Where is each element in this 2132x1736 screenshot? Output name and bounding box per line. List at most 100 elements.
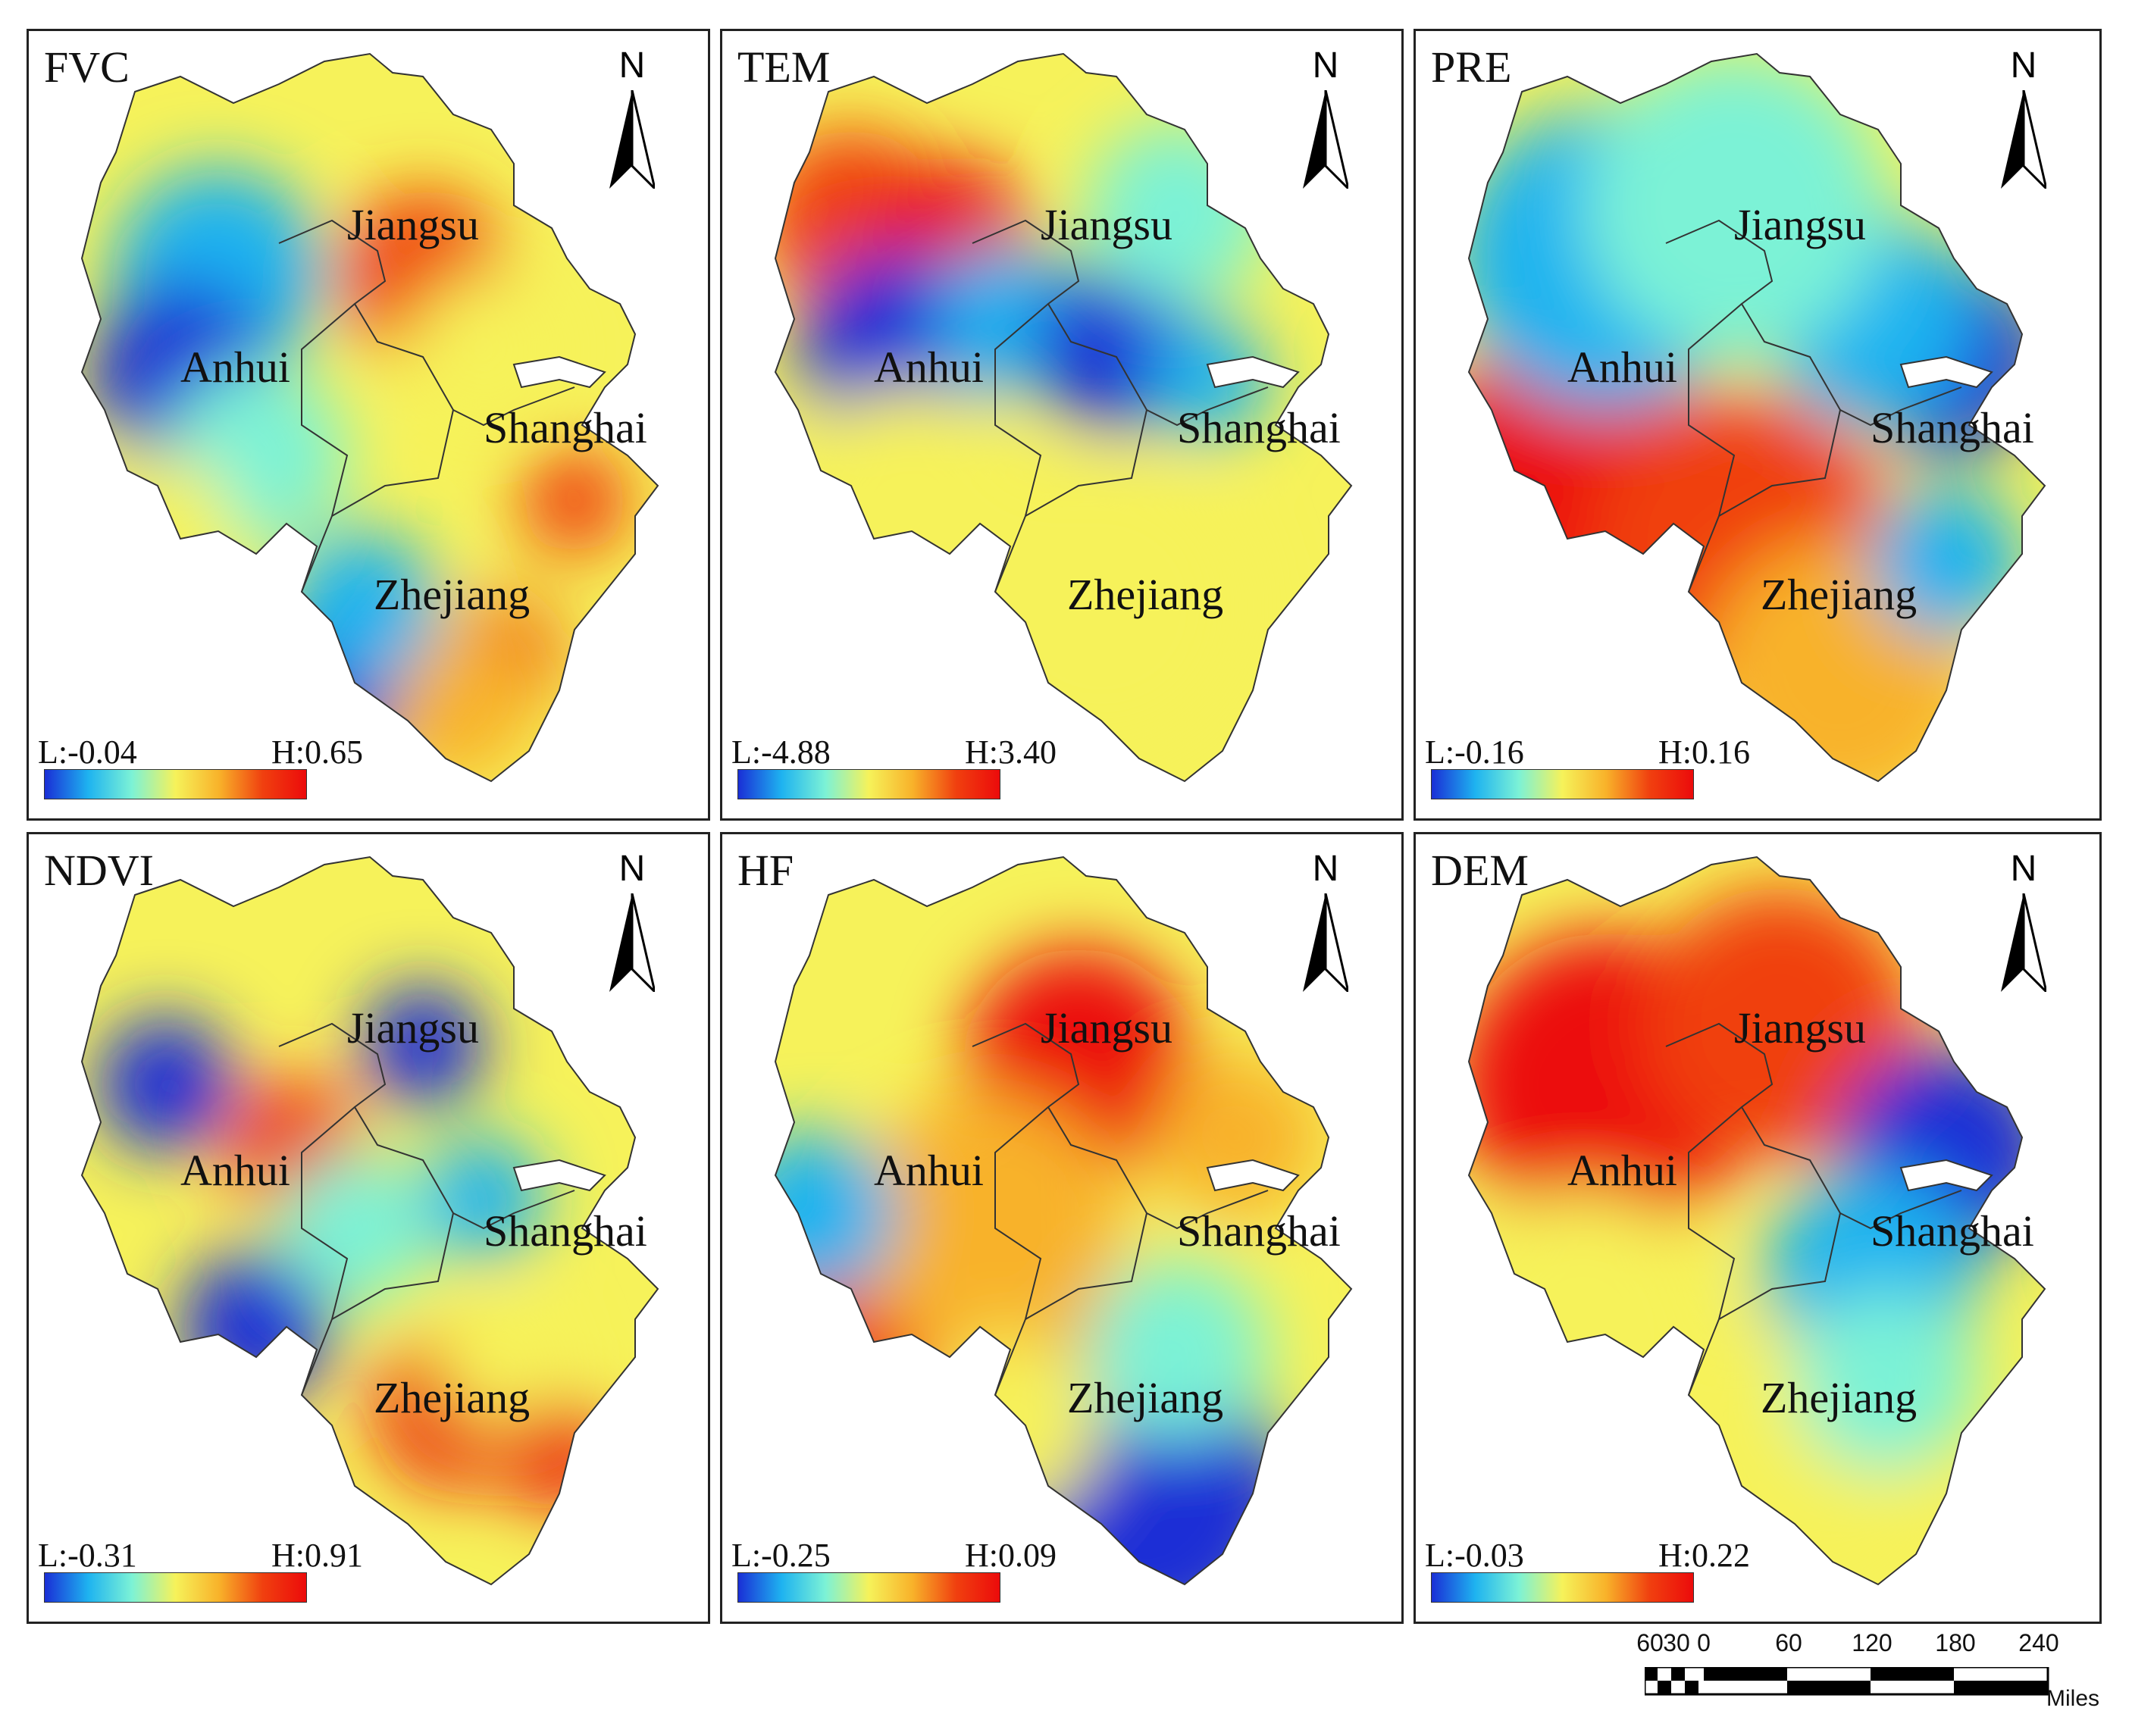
- province-boundary: [1665, 1022, 1841, 1214]
- legend-high-label: H:0.91: [271, 1537, 363, 1574]
- value-patch: [362, 986, 484, 1107]
- province-boundary: [1025, 1212, 1147, 1320]
- province-label-jiangsu: Jiangsu: [1734, 200, 1866, 249]
- province-boundary: [452, 386, 575, 427]
- province-label-jiangsu: Jiangsu: [347, 200, 479, 249]
- province-label-anhui: Anhui: [1567, 343, 1677, 392]
- province-label-shanghai: Shanghai: [1177, 1206, 1341, 1256]
- north-label: N: [2010, 849, 2037, 889]
- province-label-shanghai: Shanghai: [484, 1206, 647, 1256]
- scale-tick: 60: [1775, 1629, 1802, 1656]
- choropleth-map: [1467, 855, 2046, 1586]
- value-patch: [919, 1334, 1101, 1516]
- panel-title: PRE: [1431, 42, 1512, 92]
- province-boundary: [278, 1022, 454, 1214]
- province-label-anhui: Anhui: [180, 1146, 290, 1195]
- province-boundary: [994, 1106, 1049, 1396]
- province-label-anhui: Anhui: [180, 343, 290, 392]
- north-arrow-icon: [1303, 90, 1348, 189]
- legend-low-label: L:-0.31: [38, 1537, 137, 1574]
- legend-color-ramp: [44, 1572, 307, 1603]
- province-label-shanghai: Shanghai: [1871, 403, 2034, 452]
- scale-tick: 0: [1697, 1629, 1711, 1656]
- province-label-shanghai: Shanghai: [484, 403, 647, 452]
- north-arrow-icon: [609, 893, 655, 992]
- value-patch: [97, 1016, 233, 1153]
- province-boundary: [301, 303, 355, 593]
- legend-color-ramp: [44, 769, 307, 799]
- province-boundary: [452, 1190, 575, 1230]
- map-panel-pre: PRE Jiangsu Anhui Shanghai Zhejiang N L:-0.16 H…: [1414, 29, 2102, 821]
- scale-tick: 30: [1663, 1629, 1690, 1656]
- legend-low-label: L:-0.25: [731, 1537, 831, 1574]
- province-label-jiangsu: Jiangsu: [347, 1003, 479, 1053]
- region-outline: [774, 52, 1353, 783]
- north-label: N: [1312, 849, 1339, 889]
- legend-low-label: L:-0.03: [1425, 1537, 1524, 1574]
- province-boundary: [331, 1212, 454, 1320]
- legend-high-label: H:0.16: [1658, 733, 1750, 771]
- value-patch: [775, 1130, 897, 1297]
- scale-units: Miles: [2046, 1686, 2100, 1711]
- province-boundary: [972, 219, 1147, 411]
- province-label-zhejiang: Zhejiang: [1761, 1373, 1918, 1422]
- north-arrow-icon: [609, 90, 655, 189]
- legend-color-ramp: [1431, 769, 1694, 799]
- value-patch: [1643, 887, 1916, 1160]
- province-boundary: [1688, 303, 1742, 593]
- legend-color-ramp: [737, 769, 1000, 799]
- province-label-zhejiang: Zhejiang: [1067, 1373, 1224, 1422]
- legend-low-label: L:-0.04: [38, 733, 137, 771]
- province-boundary: [1025, 409, 1147, 517]
- north-label: N: [1312, 45, 1339, 86]
- north-label: N: [618, 849, 646, 889]
- north-arrow: N: [598, 45, 666, 196]
- province-label-zhejiang: Zhejiang: [374, 1373, 531, 1422]
- panel-title: FVC: [44, 42, 130, 92]
- choropleth-map: [80, 855, 659, 1586]
- scale-bar: 60 30 0 60 120 180 240 Miles: [1636, 1629, 2130, 1728]
- province-label-anhui: Anhui: [1567, 1146, 1677, 1195]
- choropleth-map: [80, 52, 659, 783]
- province-label-anhui: Anhui: [874, 343, 984, 392]
- value-patch: [1871, 486, 2022, 637]
- north-arrow: N: [1291, 45, 1360, 196]
- province-boundary: [1839, 1190, 1962, 1230]
- province-boundary: [972, 1022, 1147, 1214]
- province-label-jiangsu: Jiangsu: [1041, 1003, 1172, 1053]
- province-boundary: [1718, 1212, 1841, 1320]
- province-boundary: [331, 409, 454, 517]
- value-patch: [1086, 1259, 1268, 1440]
- province-boundary: [1688, 1106, 1742, 1396]
- value-patch: [1154, 1054, 1321, 1221]
- value-patch: [851, 1092, 1124, 1365]
- estuary: [1206, 1159, 1300, 1192]
- scale-tick: 180: [1935, 1629, 1976, 1656]
- value-patch: [1469, 1190, 1719, 1463]
- north-arrow: N: [1990, 45, 2058, 196]
- province-label-jiangsu: Jiangsu: [1734, 1003, 1866, 1053]
- choropleth-map: [1467, 52, 2046, 783]
- value-patch: [1795, 1289, 1977, 1471]
- legend-high-label: H:0.65: [271, 733, 363, 771]
- province-label-jiangsu: Jiangsu: [1041, 200, 1172, 249]
- region-outline: [80, 855, 659, 1586]
- map-panel-tem: TEM Jiangsu Anhui Shanghai Zhejiang N L:-4.88 H…: [720, 29, 1404, 821]
- panel-title: NDVI: [44, 846, 154, 895]
- legend-low-label: L:-0.16: [1425, 733, 1524, 771]
- value-patch: [521, 448, 628, 554]
- value-patch: [438, 1304, 559, 1425]
- legend-high-label: H:0.09: [965, 1537, 1057, 1574]
- estuary: [512, 1159, 606, 1192]
- estuary: [1206, 355, 1300, 389]
- value-patch: [1147, 319, 1268, 440]
- region-outline: [1467, 52, 2046, 783]
- scale-tick: 120: [1852, 1629, 1893, 1656]
- legend-low-label: L:-4.88: [731, 733, 831, 771]
- map-panel-hf: HF Jiangsu Anhui Shanghai Zhejiang N L:-0.25 H:…: [720, 832, 1404, 1624]
- region-outline: [774, 855, 1353, 1586]
- north-arrow-icon: [2001, 90, 2046, 189]
- panel-title: HF: [737, 846, 794, 895]
- north-arrow: N: [598, 848, 666, 999]
- region-outline: [1467, 855, 2046, 1586]
